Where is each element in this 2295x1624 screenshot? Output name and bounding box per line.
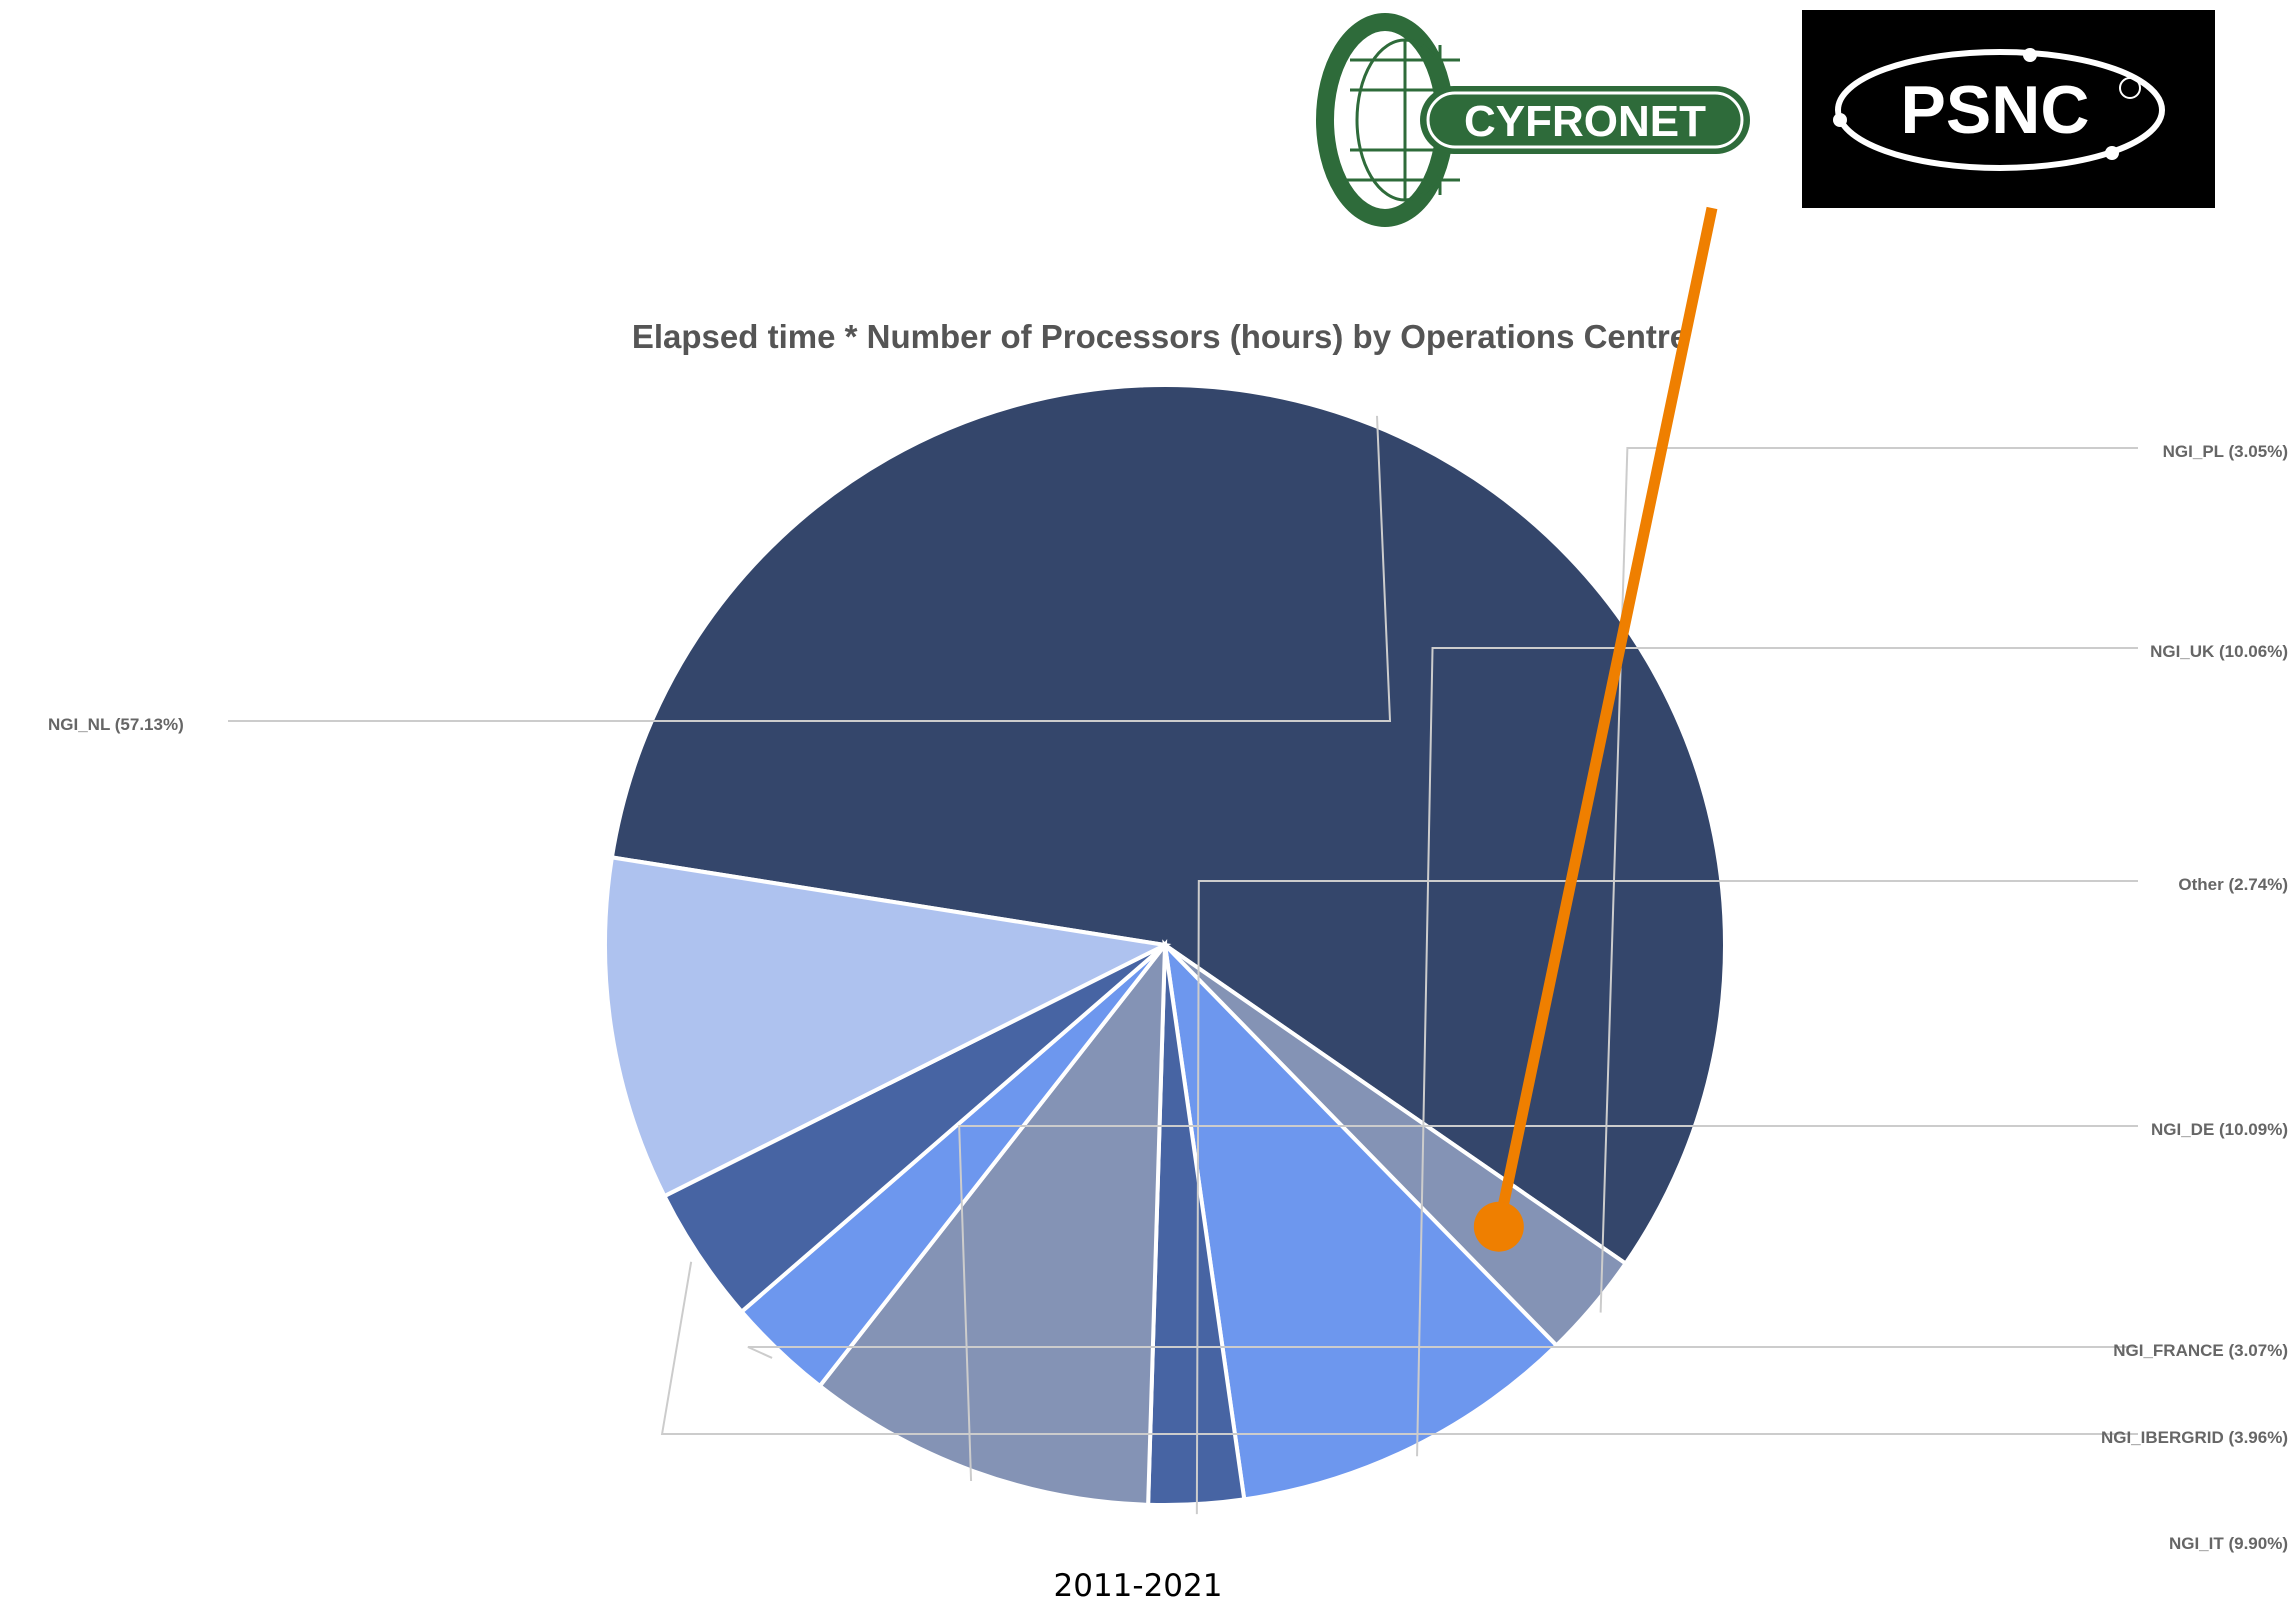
pie-slice-ngi-de [817, 938, 1168, 1507]
leader-line [1416, 647, 2138, 1457]
chart-title: Elapsed time * Number of Processors (hou… [632, 318, 1688, 355]
pie-slice-ngi-it [603, 855, 1172, 1199]
slice-label: Other (2.74%) [2178, 875, 2288, 894]
slice-label: NGI_UK (10.06%) [2150, 642, 2288, 661]
chart-subtitle: 2011-2021 [1054, 1568, 1223, 1604]
highlight-dot [1473, 1201, 1524, 1252]
cyfronet-logo-text: CYFRONET [1464, 97, 1706, 146]
leader-line [747, 1346, 2138, 1359]
slice-label: NGI_DE (10.09%) [2151, 1120, 2288, 1139]
slice-label: NGI_FRANCE (3.07%) [2113, 1341, 2288, 1360]
psnc-logo: PSNC [1802, 10, 2215, 208]
highlight-pointer [1473, 206, 1718, 1252]
pie-slice-ngi-uk [1162, 939, 1560, 1502]
highlight-line [1493, 206, 1718, 1228]
slice-label: NGI_NL (57.13%) [48, 715, 184, 734]
label-leader-lines [228, 415, 2138, 1515]
leader-line [1195, 880, 2138, 1515]
leader-line [660, 1261, 2138, 1435]
slice-labels: NGI_NL (57.13%) NGI_PL (3.05%) NGI_UK (10.… [48, 442, 2288, 1553]
pie-slices [603, 383, 1727, 1507]
leader-line [1599, 447, 2138, 1313]
slice-label: NGI_IBERGRID (3.96%) [2101, 1428, 2288, 1447]
cyfronet-logo: CYFRONET [1316, 13, 1750, 227]
slice-label: NGI_PL (3.05%) [2163, 442, 2288, 461]
pie-slice-ngi-nl [609, 383, 1727, 1267]
leader-line [228, 415, 1392, 722]
slice-label: NGI_IT (9.90%) [2169, 1534, 2288, 1553]
leader-line [958, 1125, 2138, 1482]
psnc-logo-text: PSNC [1901, 72, 2090, 148]
